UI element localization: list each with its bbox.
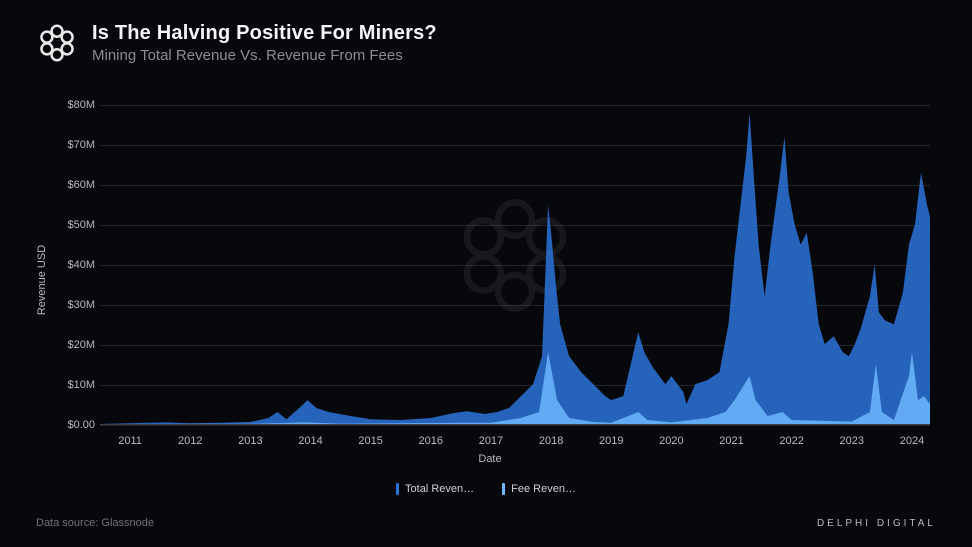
header: Is The Halving Positive For Miners? Mini…: [0, 0, 972, 64]
plot-area: [100, 105, 930, 425]
legend-item-fee: Fee Reven…: [502, 483, 576, 495]
legend-swatch-icon: [396, 483, 399, 495]
x-tick-label: 2023: [840, 435, 864, 447]
x-tick-label: 2014: [298, 435, 322, 447]
x-tick-label: 2015: [358, 435, 382, 447]
brand-label: DELPHI DIGITAL: [817, 518, 936, 529]
y-tick-label: $60M: [40, 179, 95, 191]
chart: Revenue USD $0.00$10M$20M$30M$40M$50M$60…: [40, 95, 940, 465]
grid-line: [100, 425, 930, 426]
y-tick-label: $50M: [40, 219, 95, 231]
legend: Total Reven… Fee Reven…: [0, 483, 972, 495]
x-tick-label: 2021: [719, 435, 743, 447]
chart-title: Is The Halving Positive For Miners?: [92, 22, 437, 45]
x-tick-label: 2016: [419, 435, 443, 447]
x-tick-label: 2019: [599, 435, 623, 447]
legend-swatch-icon: [502, 483, 505, 495]
x-tick-label: 2013: [238, 435, 262, 447]
x-tick-label: 2017: [479, 435, 503, 447]
legend-item-total: Total Reven…: [396, 483, 474, 495]
area-series: [100, 105, 930, 424]
y-tick-label: $20M: [40, 339, 95, 351]
x-tick-label: 2020: [659, 435, 683, 447]
x-tick-label: 2024: [900, 435, 924, 447]
titles: Is The Halving Positive For Miners? Mini…: [92, 22, 437, 64]
legend-label: Total Reven…: [405, 483, 474, 495]
chain-logo-icon: [36, 22, 78, 64]
chart-subtitle: Mining Total Revenue Vs. Revenue From Fe…: [92, 47, 437, 64]
data-source: Data source: Glassnode: [36, 517, 154, 529]
x-tick-label: 2012: [178, 435, 202, 447]
y-tick-label: $0.00: [40, 419, 95, 431]
y-tick-label: $10M: [40, 379, 95, 391]
legend-label: Fee Reven…: [511, 483, 576, 495]
y-tick-label: $30M: [40, 299, 95, 311]
x-tick-label: 2011: [118, 435, 142, 447]
x-tick-label: 2022: [779, 435, 803, 447]
series-total-revenue: [100, 113, 930, 424]
y-tick-label: $80M: [40, 99, 95, 111]
y-tick-label: $70M: [40, 139, 95, 151]
y-tick-label: $40M: [40, 259, 95, 271]
x-axis-label: Date: [478, 453, 501, 465]
x-tick-label: 2018: [539, 435, 563, 447]
